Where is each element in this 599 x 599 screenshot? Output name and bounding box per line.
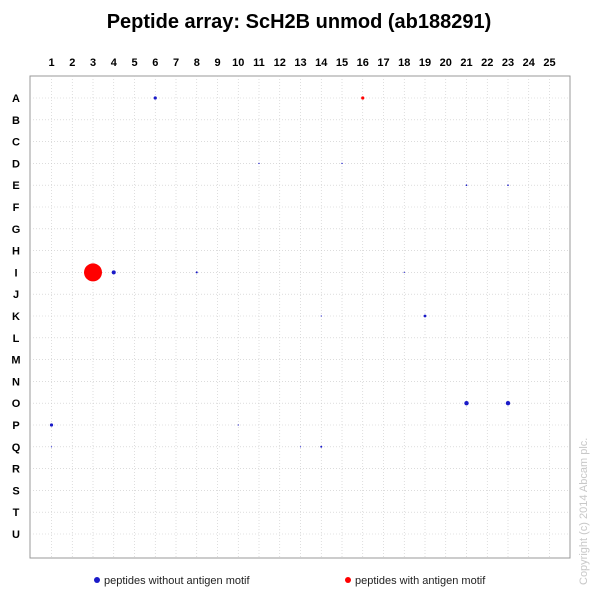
y-tick-label: S bbox=[12, 485, 19, 497]
x-tick-label: 3 bbox=[90, 57, 96, 69]
x-tick-label: 8 bbox=[194, 57, 200, 69]
point-without-motif bbox=[237, 424, 239, 426]
y-tick-label: B bbox=[12, 115, 20, 127]
y-tick-label: K bbox=[12, 311, 20, 323]
y-tick-label: J bbox=[13, 289, 19, 301]
y-tick-label: U bbox=[12, 529, 20, 541]
point-without-motif bbox=[505, 401, 511, 406]
x-tick-label: 20 bbox=[440, 57, 452, 69]
y-tick-label: E bbox=[12, 180, 19, 192]
x-tick-label: 23 bbox=[502, 57, 514, 69]
y-tick-label: I bbox=[14, 267, 17, 279]
point-without-motif bbox=[403, 271, 405, 273]
point-without-motif bbox=[320, 445, 323, 448]
y-tick-label: O bbox=[12, 398, 21, 410]
copyright-notice: Copyright (c) 2014 Abcam plc. bbox=[578, 438, 590, 585]
y-tick-label: L bbox=[13, 333, 20, 345]
grid-lines bbox=[30, 76, 570, 558]
x-tick-label: 2 bbox=[69, 57, 75, 69]
y-tick-label: D bbox=[12, 158, 20, 170]
x-tick-label: 10 bbox=[232, 57, 244, 69]
legend-label-without-motif: peptides without antigen motif bbox=[104, 575, 250, 587]
point-without-motif bbox=[423, 314, 427, 318]
data-points bbox=[49, 96, 511, 448]
point-without-motif bbox=[464, 401, 469, 406]
point-without-motif bbox=[507, 184, 509, 186]
point-without-motif bbox=[50, 446, 53, 448]
legend: peptides without antigen motif peptides … bbox=[94, 575, 486, 587]
legend-marker-without-motif bbox=[94, 577, 100, 583]
x-tick-label: 25 bbox=[543, 57, 555, 69]
y-tick-label: T bbox=[13, 507, 20, 519]
x-tick-label: 16 bbox=[357, 57, 369, 69]
point-without-motif bbox=[49, 423, 54, 427]
y-tick-label: C bbox=[12, 137, 20, 149]
x-tick-label: 5 bbox=[131, 57, 137, 69]
point-without-motif bbox=[153, 96, 157, 100]
point-without-motif bbox=[195, 271, 198, 274]
y-tick-label: N bbox=[12, 376, 20, 388]
plot-frame bbox=[29, 75, 571, 559]
y-tick-label: F bbox=[13, 202, 20, 214]
x-tick-label: 13 bbox=[294, 57, 306, 69]
legend-marker-with-motif bbox=[345, 577, 351, 583]
x-tick-label: 7 bbox=[173, 57, 179, 69]
x-tick-label: 9 bbox=[214, 57, 220, 69]
y-tick-label: A bbox=[12, 93, 20, 105]
x-tick-label: 21 bbox=[460, 57, 472, 69]
x-tick-label: 15 bbox=[336, 57, 348, 69]
x-axis-ticks: 1 2 3 4 5 6 7 8 9 10 11 12 13 14 15 16 17 18 19 20 21 22 23 24 2… bbox=[48, 57, 555, 69]
x-tick-label: 6 bbox=[152, 57, 158, 69]
x-tick-label: 17 bbox=[377, 57, 389, 69]
x-tick-label: 11 bbox=[253, 57, 265, 69]
x-tick-label: 4 bbox=[111, 57, 118, 69]
chart-title: Peptide array: ScH2B unmod (ab188291) bbox=[107, 11, 492, 33]
y-tick-label: G bbox=[12, 224, 21, 236]
x-tick-label: 22 bbox=[481, 57, 493, 69]
point-without-motif bbox=[320, 315, 322, 317]
x-tick-label: 12 bbox=[274, 57, 286, 69]
x-tick-label: 14 bbox=[315, 57, 328, 69]
y-tick-label: H bbox=[12, 246, 20, 258]
y-tick-label: M bbox=[11, 355, 20, 367]
point-without-motif bbox=[111, 270, 116, 275]
point-without-motif bbox=[341, 162, 343, 165]
point-without-motif bbox=[299, 446, 302, 448]
legend-label-with-motif: peptides with antigen motif bbox=[355, 575, 486, 587]
y-tick-label: Q bbox=[12, 442, 21, 454]
x-tick-label: 19 bbox=[419, 57, 431, 69]
x-tick-label: 24 bbox=[523, 57, 536, 69]
point-without-motif bbox=[465, 184, 468, 186]
y-tick-label: R bbox=[12, 464, 20, 476]
point-with-motif bbox=[361, 96, 365, 100]
point-with-motif bbox=[84, 263, 102, 282]
y-tick-label: P bbox=[12, 420, 19, 432]
x-tick-label: 18 bbox=[398, 57, 410, 69]
x-tick-label: 1 bbox=[48, 57, 54, 69]
point-without-motif bbox=[258, 162, 260, 165]
